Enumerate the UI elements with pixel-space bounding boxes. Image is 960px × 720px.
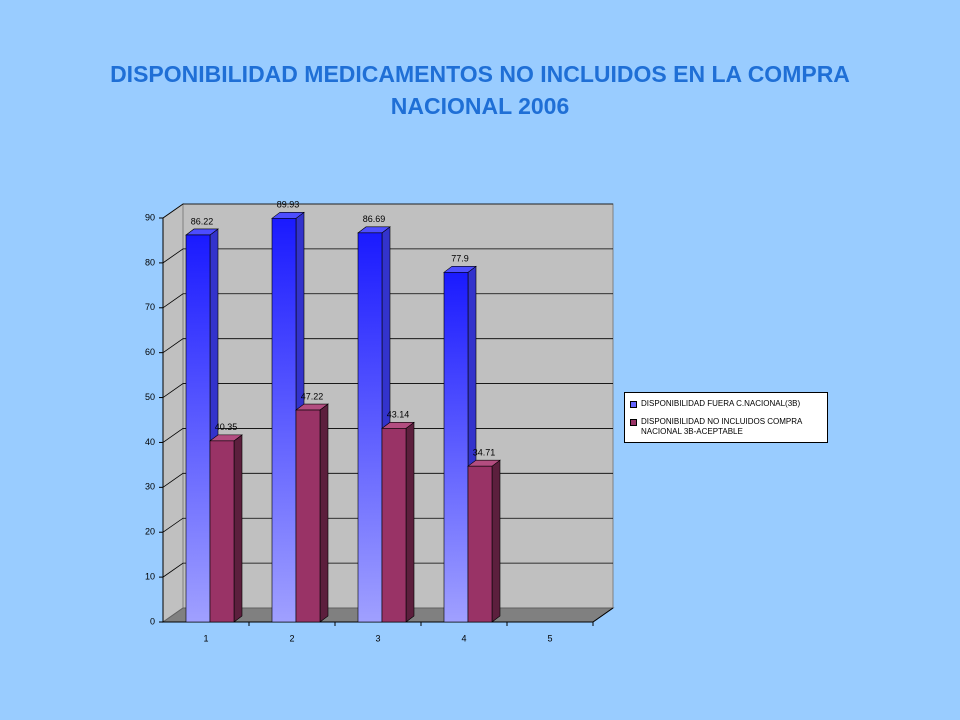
bar	[209, 434, 243, 623]
y-tick-label: 90	[145, 212, 155, 222]
y-tick-label: 80	[145, 257, 155, 267]
legend: DISPONIBILIDAD FUERA C.NACIONAL(3B) DISPO…	[624, 392, 828, 443]
y-tick-label: 50	[145, 392, 155, 402]
data-label: 86.69	[363, 214, 386, 224]
data-label: 40.35	[215, 422, 238, 432]
bar-front	[209, 440, 235, 623]
grid-line	[162, 248, 613, 264]
bar-side	[491, 459, 501, 623]
side-wall	[162, 203, 184, 623]
bar-side	[405, 421, 415, 623]
bar-front	[357, 232, 383, 623]
bar	[295, 403, 329, 623]
y-tick-label: 30	[145, 482, 155, 492]
legend-entry: DISPONIBILIDAD NO INCLUIDOS COMPRA NACIO…	[630, 417, 822, 437]
bar	[443, 265, 477, 623]
y-tick-label: 60	[145, 347, 155, 357]
bar-side	[233, 434, 243, 623]
legend-label: DISPONIBILIDAD NO INCLUIDOS COMPRA NACIO…	[641, 417, 802, 436]
bar-front	[185, 234, 211, 623]
data-label: 43.14	[387, 410, 410, 420]
x-tick-label: 2	[289, 633, 294, 643]
y-tick-label: 20	[145, 527, 155, 537]
bar	[357, 226, 391, 623]
floor-edge	[592, 607, 614, 623]
grid-line	[162, 203, 613, 219]
bar-front	[271, 218, 297, 623]
data-label: 89.93	[277, 200, 300, 210]
bar	[467, 459, 501, 623]
bar-front	[467, 465, 493, 623]
x-tick-label: 5	[547, 633, 552, 643]
x-tick-label: 4	[461, 633, 466, 643]
y-tick-label: 70	[145, 302, 155, 312]
y-tick-label: 0	[150, 616, 155, 626]
bar-front	[381, 428, 407, 623]
y-tick-label: 10	[145, 571, 155, 581]
legend-label: DISPONIBILIDAD FUERA C.NACIONAL(3B)	[641, 399, 801, 408]
data-label: 34.71	[473, 448, 496, 458]
x-tick-label: 1	[203, 633, 208, 643]
bar	[185, 228, 219, 623]
y-tick-label: 40	[145, 437, 155, 447]
bar-front	[295, 409, 321, 623]
legend-swatch	[630, 419, 637, 426]
data-label: 47.22	[301, 391, 324, 401]
chart-title: DISPONIBILIDAD MEDICAMENTOS NO INCLUIDOS…	[110, 61, 850, 119]
bar	[381, 421, 415, 623]
bar-front	[443, 272, 469, 623]
x-tick-label: 3	[375, 633, 380, 643]
bar-side	[319, 403, 329, 623]
legend-swatch	[630, 401, 637, 408]
legend-entry: DISPONIBILIDAD FUERA C.NACIONAL(3B)	[630, 399, 822, 409]
data-label: 77.9	[451, 254, 469, 264]
data-label: 86.22	[191, 216, 214, 226]
